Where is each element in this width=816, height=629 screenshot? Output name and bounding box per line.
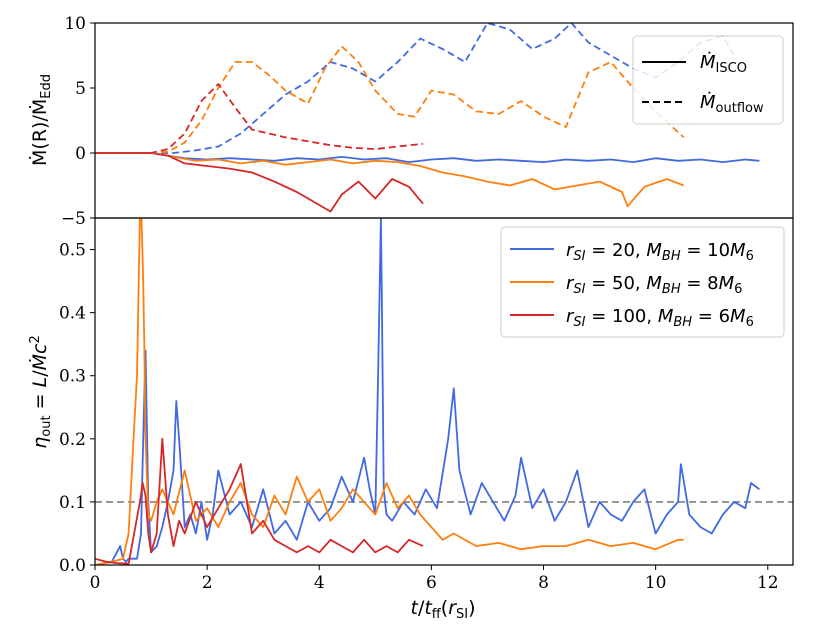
ytick-label-bottom: 0.2 [59, 430, 86, 450]
series-line-bottom-1 [95, 218, 684, 565]
plot-area: −5 0 5 10 0.0 0.1 0.2 0.3 0.4 0.5 0 2 4 6 8 10 12 [59, 14, 794, 593]
xtick-label: 2 [202, 573, 213, 593]
bottom-ylabel: ηout = L/Ṁc2 [28, 335, 54, 448]
xtick-label: 12 [757, 573, 779, 593]
ytick-label-bottom: 0.3 [59, 367, 86, 387]
series-group-bottom [95, 218, 760, 565]
ytick-label-top: −5 [61, 209, 86, 229]
legend-outflow-label: Ṁoutflow [700, 92, 764, 116]
ytick-label-bottom: 0.5 [59, 241, 86, 261]
ytick-label-bottom: 0.4 [59, 304, 86, 324]
legend-label-50: rSI = 50, MBH = 8M6 [566, 273, 742, 297]
top-legend: ṀISCO Ṁoutflow [632, 35, 784, 125]
ytick-label-top: 0 [75, 144, 86, 164]
top-ylabel: Ṁ(R)/ṀEdd [28, 74, 54, 166]
series-line-bottom-0 [95, 218, 760, 565]
xtick-label: 6 [426, 573, 437, 593]
legend-isco-label: ṀISCO [700, 52, 747, 76]
series-line-top-2 [95, 152, 424, 213]
ytick-label-top: 5 [75, 79, 86, 99]
ytick-label-top: 10 [64, 14, 86, 34]
legend-label-20: rSI = 20, MBH = 10M6 [566, 240, 754, 264]
axes-frame-bottom [94, 217, 794, 566]
series-line-top-1 [95, 152, 685, 208]
series-line-top-5 [95, 83, 424, 154]
xtick-label: 0 [90, 573, 101, 593]
series-line-bottom-2 [95, 437, 424, 565]
series-line-top-4 [95, 45, 685, 154]
xtick-label: 8 [538, 573, 549, 593]
xlabel: t/tff(rSI) [410, 597, 475, 622]
xtick-label: 10 [645, 573, 667, 593]
ytick-label-bottom: 0.1 [59, 493, 86, 513]
xtick-label: 4 [314, 573, 325, 593]
legend-label-100: rSI = 100, MBH = 6M6 [566, 306, 754, 330]
ytick-label-bottom: 0.0 [59, 556, 86, 576]
bottom-legend: rSI = 20, MBH = 10M6 rSI = 50, MBH = 8M6… [500, 226, 785, 338]
